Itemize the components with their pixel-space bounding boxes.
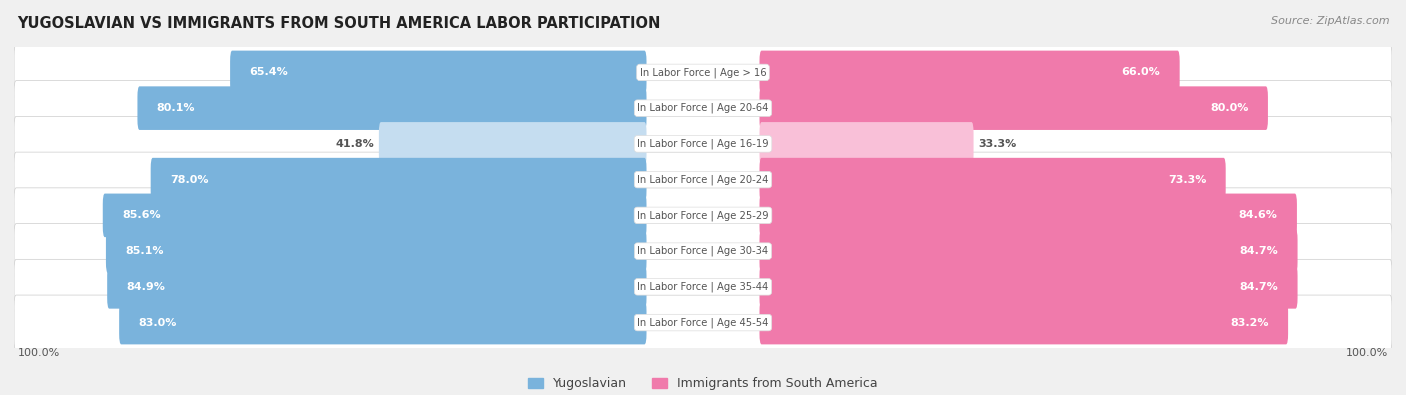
Text: 41.8%: 41.8%: [335, 139, 374, 149]
FancyBboxPatch shape: [378, 122, 647, 166]
FancyBboxPatch shape: [759, 229, 1298, 273]
FancyBboxPatch shape: [14, 260, 1392, 314]
Text: 83.2%: 83.2%: [1230, 318, 1268, 327]
Text: YUGOSLAVIAN VS IMMIGRANTS FROM SOUTH AMERICA LABOR PARTICIPATION: YUGOSLAVIAN VS IMMIGRANTS FROM SOUTH AME…: [17, 16, 661, 31]
FancyBboxPatch shape: [759, 51, 1180, 94]
FancyBboxPatch shape: [759, 301, 1288, 344]
FancyBboxPatch shape: [14, 81, 1392, 135]
FancyBboxPatch shape: [14, 295, 1392, 350]
Text: 84.6%: 84.6%: [1239, 211, 1278, 220]
Text: 83.0%: 83.0%: [138, 318, 177, 327]
FancyBboxPatch shape: [231, 51, 647, 94]
Text: 33.3%: 33.3%: [979, 139, 1017, 149]
FancyBboxPatch shape: [14, 117, 1392, 171]
Text: 84.9%: 84.9%: [127, 282, 166, 292]
Text: 80.1%: 80.1%: [156, 103, 195, 113]
Text: 73.3%: 73.3%: [1168, 175, 1206, 184]
Text: In Labor Force | Age 25-29: In Labor Force | Age 25-29: [637, 210, 769, 221]
Legend: Yugoslavian, Immigrants from South America: Yugoslavian, Immigrants from South Ameri…: [523, 372, 883, 395]
Text: 80.0%: 80.0%: [1211, 103, 1249, 113]
FancyBboxPatch shape: [14, 45, 1392, 100]
FancyBboxPatch shape: [103, 194, 647, 237]
Text: Source: ZipAtlas.com: Source: ZipAtlas.com: [1271, 16, 1389, 26]
Text: 85.6%: 85.6%: [122, 211, 160, 220]
FancyBboxPatch shape: [759, 158, 1226, 201]
FancyBboxPatch shape: [105, 229, 647, 273]
Text: In Labor Force | Age 30-34: In Labor Force | Age 30-34: [637, 246, 769, 256]
Text: 66.0%: 66.0%: [1122, 68, 1160, 77]
Text: In Labor Force | Age 35-44: In Labor Force | Age 35-44: [637, 282, 769, 292]
Text: 100.0%: 100.0%: [17, 348, 59, 357]
Text: In Labor Force | Age 45-54: In Labor Force | Age 45-54: [637, 317, 769, 328]
FancyBboxPatch shape: [14, 188, 1392, 243]
Text: 100.0%: 100.0%: [1347, 348, 1389, 357]
FancyBboxPatch shape: [759, 122, 973, 166]
FancyBboxPatch shape: [759, 194, 1296, 237]
FancyBboxPatch shape: [14, 152, 1392, 207]
FancyBboxPatch shape: [138, 87, 647, 130]
FancyBboxPatch shape: [120, 301, 647, 344]
FancyBboxPatch shape: [759, 265, 1298, 308]
FancyBboxPatch shape: [107, 265, 647, 308]
FancyBboxPatch shape: [14, 224, 1392, 278]
FancyBboxPatch shape: [150, 158, 647, 201]
Text: In Labor Force | Age 20-64: In Labor Force | Age 20-64: [637, 103, 769, 113]
Text: 84.7%: 84.7%: [1240, 246, 1278, 256]
Text: 85.1%: 85.1%: [125, 246, 163, 256]
FancyBboxPatch shape: [759, 87, 1268, 130]
Text: 65.4%: 65.4%: [249, 68, 288, 77]
Text: In Labor Force | Age 20-24: In Labor Force | Age 20-24: [637, 174, 769, 185]
Text: 84.7%: 84.7%: [1240, 282, 1278, 292]
Text: 78.0%: 78.0%: [170, 175, 208, 184]
Text: In Labor Force | Age 16-19: In Labor Force | Age 16-19: [637, 139, 769, 149]
Text: In Labor Force | Age > 16: In Labor Force | Age > 16: [640, 67, 766, 78]
